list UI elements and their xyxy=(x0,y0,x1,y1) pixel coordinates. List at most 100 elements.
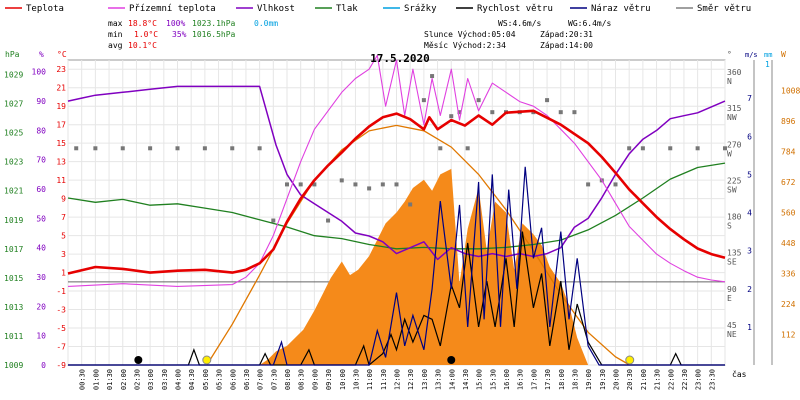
time-tick: 14:30 xyxy=(462,369,470,390)
temp-tick: 23 xyxy=(56,65,66,74)
dir-tick: 225 xyxy=(727,176,742,185)
time-tick: 10:00 xyxy=(339,369,347,390)
info-sun-set: Západ:20:31 xyxy=(540,30,593,39)
wm2-tick: 336 xyxy=(781,270,796,279)
time-tick: 12:00 xyxy=(394,369,402,390)
time-tick: 06:00 xyxy=(229,369,237,390)
temp-tick: 17 xyxy=(56,121,66,130)
legend-item: Teplota xyxy=(26,4,64,14)
time-tick: 11:00 xyxy=(366,369,374,390)
stats-min-label: min xyxy=(108,30,123,39)
legend-item: Rychlost větru xyxy=(477,4,553,14)
ms-unit: m/s xyxy=(745,51,758,59)
temp-tick: -1 xyxy=(56,287,66,296)
time-tick: 02:30 xyxy=(133,369,141,390)
pct-tick: 40 xyxy=(36,244,46,253)
ms-tick: 5 xyxy=(747,170,752,179)
wind-dir-point xyxy=(695,146,700,151)
dir-tick: 45 xyxy=(727,321,737,330)
wind-dir-point xyxy=(285,182,289,187)
info-ws: WS:4.6m/s xyxy=(498,19,542,28)
wind-dir-point xyxy=(572,110,577,115)
wind-dir-point xyxy=(668,146,673,151)
wind-dir-point xyxy=(640,146,645,151)
moonset-marker xyxy=(447,356,456,364)
wind-layer xyxy=(68,166,725,367)
wm2-tick: 224 xyxy=(781,300,796,309)
time-tick: 08:00 xyxy=(284,369,292,390)
legend-item: Náraz větru xyxy=(591,4,651,14)
dir-tick-label: N xyxy=(727,77,732,86)
stats-block: max 18.8°C 100% 1023.1hPa 0.0mm min 1.0°… xyxy=(108,19,278,50)
time-tick: 18:30 xyxy=(571,369,579,390)
time-tick: 22:30 xyxy=(681,369,689,390)
time-tick: 11:30 xyxy=(380,369,388,390)
wind-dir-point xyxy=(312,182,317,187)
time-tick: 20:30 xyxy=(626,369,634,390)
time-tick: 21:00 xyxy=(640,369,648,390)
hpa-unit: hPa xyxy=(5,50,20,59)
time-tick: 13:00 xyxy=(421,369,429,390)
time-tick: 07:00 xyxy=(257,369,265,390)
dir-tick-label: NE xyxy=(727,330,737,339)
wind-dir-point xyxy=(93,146,98,151)
temp-tick: 19 xyxy=(56,102,66,111)
wind-dir-point xyxy=(430,74,435,79)
ms-tick: 1 xyxy=(747,323,752,332)
time-tick: 05:30 xyxy=(216,369,224,390)
dir-tick: 360 xyxy=(727,68,742,77)
dir-unit: ° xyxy=(727,50,732,59)
dir-tick: 180 xyxy=(727,213,742,222)
wind-dir-point xyxy=(175,146,180,151)
chart-title: 17.5.2020 xyxy=(370,52,430,65)
info-block: WS:4.6m/s WG:6.4m/s Slunce Východ:05:04 … xyxy=(424,19,612,50)
time-tick: 17:30 xyxy=(544,369,552,390)
time-tick: 04:00 xyxy=(175,369,183,390)
time-tick: 03:00 xyxy=(147,369,155,390)
dir-tick-label: E xyxy=(727,294,732,303)
temp-tick: 13 xyxy=(56,158,66,167)
pct-tick: 100 xyxy=(32,68,47,77)
ms-tick: 2 xyxy=(747,285,752,294)
stats-precip: 0.0mm xyxy=(254,19,278,28)
temp-tick: 1 xyxy=(61,269,66,278)
pct-tick: 30 xyxy=(36,273,46,282)
mm-tick: 1 xyxy=(765,60,770,69)
wind-dir-point xyxy=(586,182,591,187)
temp-tick: 15 xyxy=(56,139,66,148)
time-tick: 02:00 xyxy=(120,369,128,390)
sunset-marker xyxy=(625,355,635,365)
wind-dir-point xyxy=(394,182,399,187)
temp-tick: 7 xyxy=(61,213,66,222)
time-tick: 10:30 xyxy=(352,369,360,390)
wind-dir-point xyxy=(421,98,426,103)
wind-dir-point xyxy=(230,146,235,151)
pct-tick: 80 xyxy=(36,126,46,135)
wind-gust-line xyxy=(68,166,725,366)
temp-tick: 21 xyxy=(56,84,66,93)
temperature-line xyxy=(67,109,726,275)
time-tick: 01:30 xyxy=(106,369,114,390)
time-tick: 05:00 xyxy=(202,369,210,390)
legend-item: Směr větru xyxy=(697,4,751,14)
pct-tick: 70 xyxy=(36,156,46,165)
wm2-tick: 560 xyxy=(781,209,796,218)
wind-dir-point xyxy=(367,186,372,191)
time-tick: 23:00 xyxy=(695,369,703,390)
wind-dir-point xyxy=(457,110,462,115)
sunrise-marker xyxy=(202,355,212,365)
time-tick: 18:00 xyxy=(558,369,566,390)
temp-tick: 3 xyxy=(61,250,66,259)
pct-tick: 10 xyxy=(36,332,46,341)
pct-tick: 60 xyxy=(36,185,46,194)
wind-dir-point xyxy=(271,218,276,223)
time-tick: 03:30 xyxy=(161,369,169,390)
time-tick: 19:30 xyxy=(599,369,607,390)
legend: Teplota Přízemní teplota Vlhkost Tlak Sr… xyxy=(5,4,751,14)
temp-tick: 11 xyxy=(56,176,66,185)
info-moon-set: Západ:14:00 xyxy=(540,41,593,50)
legend-item: Přízemní teplota xyxy=(129,4,216,14)
time-tick: 22:00 xyxy=(667,369,675,390)
time-tick: 14:00 xyxy=(448,369,456,390)
